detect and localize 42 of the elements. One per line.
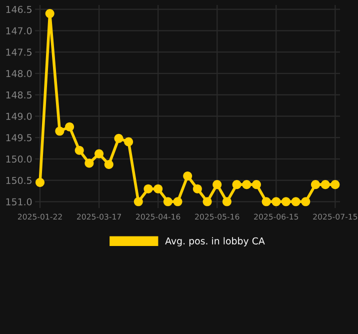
point bbox=[212, 180, 222, 190]
y-tick-label: 148.5 bbox=[6, 91, 32, 99]
y-tick-label: 149.5 bbox=[6, 134, 32, 142]
point bbox=[55, 126, 64, 136]
point bbox=[281, 197, 290, 206]
point bbox=[202, 197, 212, 206]
point bbox=[124, 137, 134, 146]
point bbox=[65, 122, 74, 132]
point bbox=[291, 197, 300, 206]
y-tick-label: 148.0 bbox=[6, 70, 32, 78]
point bbox=[320, 180, 330, 190]
point bbox=[74, 146, 84, 155]
point bbox=[114, 134, 124, 143]
point bbox=[310, 180, 320, 190]
point bbox=[163, 197, 172, 206]
point bbox=[242, 180, 252, 190]
point bbox=[35, 178, 45, 187]
y-tick-label: 150.5 bbox=[6, 176, 32, 184]
point bbox=[183, 172, 192, 181]
legend-label: Avg. pos. in lobby CA bbox=[165, 237, 265, 246]
point bbox=[330, 180, 340, 190]
point bbox=[84, 158, 94, 168]
point bbox=[252, 180, 261, 190]
point bbox=[45, 9, 54, 18]
y-tick-label: 151.0 bbox=[6, 198, 32, 206]
point bbox=[134, 197, 143, 206]
point bbox=[94, 149, 104, 158]
y-tick-label: 149.0 bbox=[6, 112, 32, 120]
y-tick-label: 147.0 bbox=[6, 27, 32, 34]
point bbox=[154, 184, 163, 194]
point bbox=[104, 160, 114, 169]
point bbox=[173, 197, 182, 206]
y-tick-label: 150.0 bbox=[6, 155, 32, 163]
point bbox=[192, 184, 202, 194]
y-tick-label: 146.5 bbox=[6, 6, 32, 14]
point bbox=[232, 180, 242, 190]
point bbox=[262, 197, 271, 206]
point bbox=[144, 184, 153, 194]
point bbox=[301, 197, 310, 206]
point bbox=[222, 197, 232, 206]
point bbox=[272, 197, 281, 206]
y-tick-label: 147.5 bbox=[6, 48, 32, 56]
